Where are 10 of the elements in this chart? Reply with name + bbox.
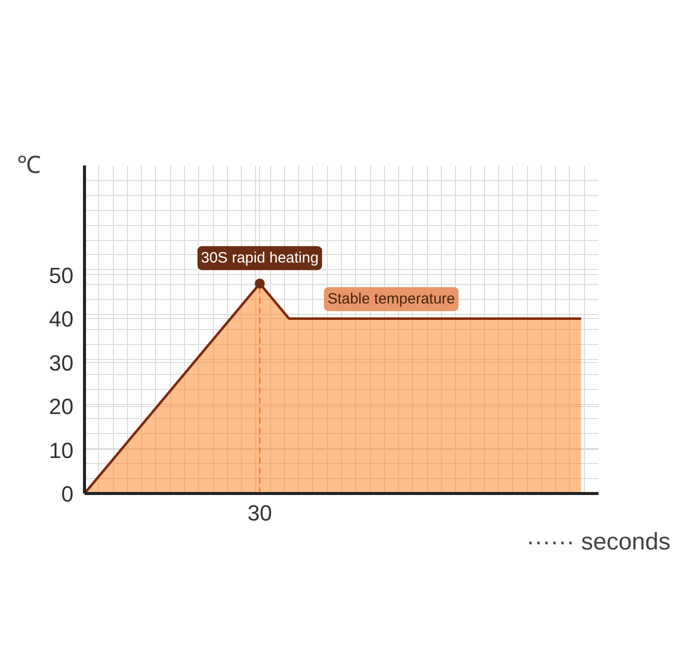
- y-tick-label: 30: [49, 350, 74, 376]
- y-axis-title: ℃: [17, 152, 42, 179]
- y-tick-label: 50: [49, 262, 74, 288]
- annotation: Stable temperature: [327, 290, 456, 308]
- y-tick-label: 0: [61, 482, 74, 506]
- y-tick-label: 40: [49, 306, 74, 332]
- y-tick-label: 10: [49, 438, 74, 463]
- y-tick-label: 20: [49, 394, 74, 420]
- annotation: 30S rapid heating: [200, 250, 319, 267]
- x-axis-title: ······ seconds: [526, 528, 671, 556]
